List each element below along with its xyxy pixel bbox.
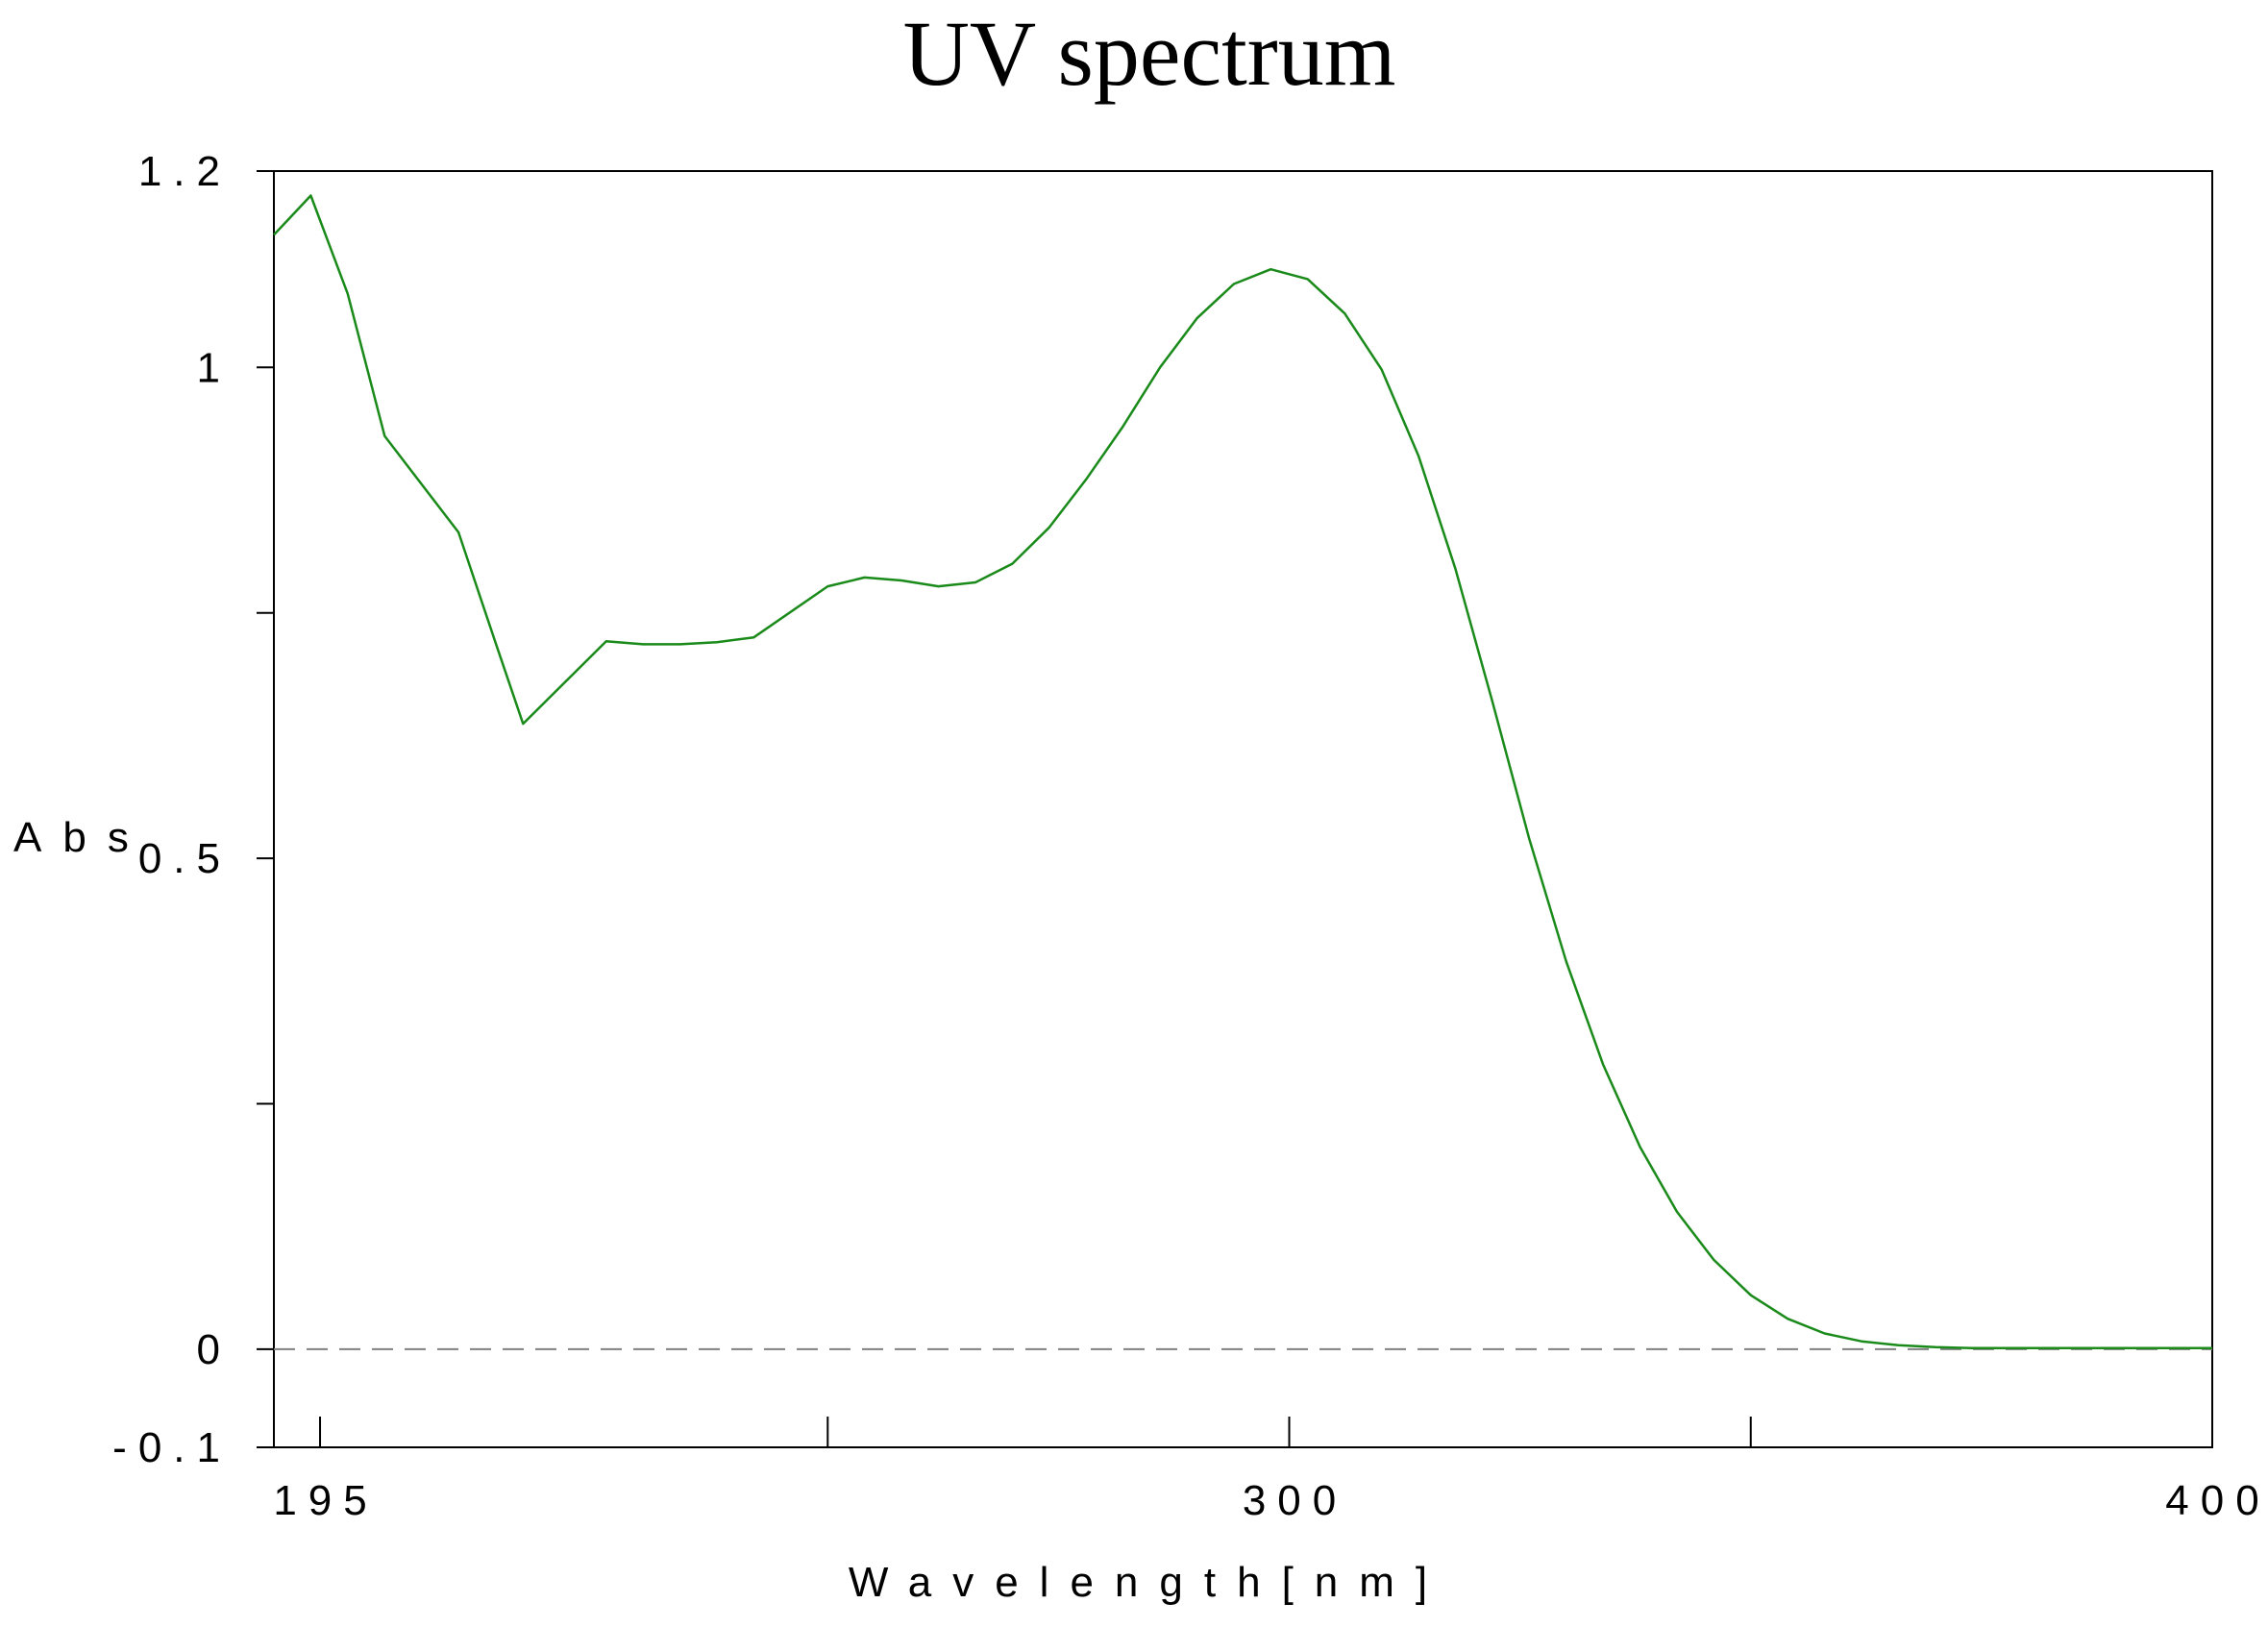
x-tick-label: 195: [273, 1477, 378, 1524]
y-tick-label: -0.1: [112, 1424, 232, 1471]
y-tick-label: 0.5: [138, 835, 232, 882]
y-axis-label: Abs: [13, 814, 150, 861]
chart-title: UV spectrum: [903, 2, 1396, 105]
x-tick-label: 400: [2165, 1477, 2268, 1524]
y-tick-label: 1.2: [138, 148, 232, 195]
x-axis-label: Wavelength[nm]: [849, 1559, 1448, 1606]
plot-frame: [273, 170, 2213, 1448]
spectrum-line-0: [273, 194, 2212, 1350]
plot-area: 1.2 1 0.5 0 -0.1 195 300 400: [112, 148, 2268, 1524]
y-tick-label: 1: [197, 344, 232, 391]
x-tick-label: 300: [1243, 1477, 1347, 1524]
y-tick-label: 0: [197, 1326, 232, 1373]
